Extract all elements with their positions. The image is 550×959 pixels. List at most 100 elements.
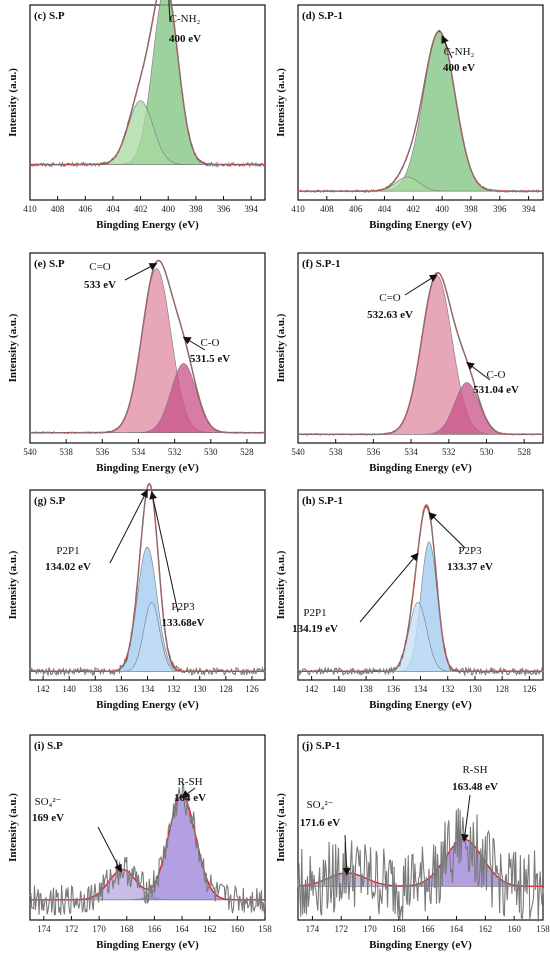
- peak-annotation-label: SO₄²⁻: [306, 799, 333, 811]
- xps-panel-7: 174 172 170 168 166 164 162 160 158 Bingding Ener…: [7, 734, 272, 951]
- x-axis-label: Bingding Energy (eV): [369, 219, 472, 231]
- y-axis-label: Intensity (a.u.): [275, 550, 287, 619]
- peak-annotation-label: R-SH: [462, 764, 487, 776]
- x-axis-label: Bingding Energy (eV): [369, 939, 472, 951]
- component-peak-2: [298, 601, 543, 672]
- x-tick-label: 140: [62, 684, 76, 694]
- x-tick-label: 166: [148, 924, 162, 934]
- x-tick-label: 408: [51, 204, 65, 214]
- x-tick-label: 540: [23, 447, 37, 457]
- x-tick-label: 406: [79, 204, 93, 214]
- x-tick-label: 126: [245, 684, 259, 694]
- x-tick-label: 536: [367, 447, 381, 457]
- x-tick-label: 396: [493, 204, 507, 214]
- peak-annotation-label: C-O: [201, 337, 220, 349]
- x-tick-label: 168: [392, 924, 406, 934]
- annotation-arrow: [149, 491, 179, 613]
- x-tick-label: 534: [404, 447, 418, 457]
- x-tick-label: 396: [217, 204, 231, 214]
- x-tick-label: 164: [175, 924, 189, 934]
- x-axis-label: Bingding Energy (eV): [96, 939, 199, 951]
- x-tick-label: 394: [244, 204, 258, 214]
- y-axis-label: Intensity (a.u.): [7, 313, 19, 382]
- y-axis-label: Intensity (a.u.): [7, 68, 19, 137]
- annotation-arrow: [404, 274, 438, 296]
- peak-annotation-label: C-NH₂: [444, 46, 475, 58]
- x-tick-label: 168: [120, 924, 134, 934]
- y-axis-label: Intensity (a.u.): [7, 793, 19, 862]
- x-tick-label: 172: [65, 924, 79, 934]
- annotation-arrow: [342, 834, 351, 876]
- peak-annotation-value: 164 eV: [174, 792, 206, 804]
- annotation-arrow: [428, 511, 466, 549]
- panel-label: (c) S.P: [34, 10, 65, 22]
- peak-annotation-value: 133.68eV: [161, 617, 204, 629]
- x-tick-label: 128: [219, 684, 233, 694]
- x-tick-label: 532: [442, 447, 456, 457]
- peak-annotation-label: P2P1: [56, 545, 79, 557]
- x-tick-label: 158: [258, 924, 272, 934]
- x-tick-label: 410: [23, 204, 37, 214]
- x-tick-label: 410: [291, 204, 305, 214]
- xps-panel-5: 142 140 138 136 134 132 130 128 126 Bingding Ener…: [7, 482, 266, 711]
- peak-annotation-label: C=O: [89, 261, 111, 273]
- xps-panel-6: 142 140 138 136 134 132 130 128 126 Bingding Ener…: [275, 489, 544, 711]
- peak-annotation-label: SO₄²⁻: [34, 796, 61, 808]
- peak-annotation-label: C-O: [487, 369, 506, 381]
- x-tick-label: 530: [204, 447, 218, 457]
- peak-annotation-value: 134.02 eV: [45, 561, 91, 573]
- plot-frame: [297, 4, 544, 201]
- annotation-arrow: [182, 336, 206, 351]
- peak-annotation-label: P2P1: [303, 607, 326, 619]
- component-peak-2: [30, 602, 265, 672]
- panel-label: (d) S.P-1: [302, 10, 343, 22]
- x-tick-label: 142: [36, 684, 50, 694]
- peak-annotation-value: 400 eV: [169, 33, 201, 45]
- x-tick-label: 536: [96, 447, 110, 457]
- x-axis-label: Bingding Energy (eV): [96, 462, 199, 474]
- component-peak-2: [30, 100, 265, 165]
- x-tick-label: 136: [115, 684, 129, 694]
- x-axis-label: Bingding Energy (eV): [369, 699, 472, 711]
- peak-annotation-value: 400 eV: [443, 62, 475, 74]
- raw-spectrum: [297, 807, 544, 922]
- xps-panel-3: 540 538 536 534 532 530 528 Bingding Energy (eV…: [7, 252, 266, 474]
- x-tick-label: 170: [92, 924, 106, 934]
- x-tick-label: 126: [523, 684, 537, 694]
- x-tick-label: 164: [450, 924, 464, 934]
- x-tick-label: 136: [387, 684, 401, 694]
- peak-annotation-label: P2P3: [171, 601, 195, 613]
- x-tick-label: 528: [240, 447, 254, 457]
- x-tick-label: 406: [349, 204, 363, 214]
- raw-spectrum: [297, 29, 544, 194]
- x-axis-label: Bingding Energy (eV): [96, 699, 199, 711]
- x-tick-label: 402: [407, 204, 421, 214]
- component-peak-1: [298, 31, 543, 192]
- xps-panel-1: 410 408 406 404 402 400 398 396 394 Bingding Ener…: [7, 0, 266, 231]
- x-tick-label: 538: [329, 447, 343, 457]
- x-tick-label: 162: [479, 924, 493, 934]
- x-tick-label: 132: [167, 684, 181, 694]
- y-axis-label: Intensity (a.u.): [275, 793, 287, 862]
- x-tick-label: 530: [480, 447, 494, 457]
- component-peak-1: [298, 275, 543, 435]
- x-tick-label: 400: [435, 204, 449, 214]
- x-tick-label: 174: [37, 924, 51, 934]
- annotation-arrow: [168, 0, 171, 23]
- peak-annotation-value: 533 eV: [84, 279, 116, 291]
- x-tick-label: 140: [332, 684, 346, 694]
- x-tick-label: 128: [495, 684, 509, 694]
- x-tick-label: 162: [203, 924, 217, 934]
- component-peak-2: [30, 795, 265, 901]
- x-tick-label: 134: [141, 684, 155, 694]
- annotation-arrow: [109, 489, 148, 564]
- x-tick-label: 172: [334, 924, 348, 934]
- panel-label: (e) S.P: [34, 258, 65, 270]
- x-tick-label: 408: [320, 204, 334, 214]
- annotation-arrow: [460, 794, 471, 843]
- raw-spectrum: [29, 259, 266, 435]
- x-tick-label: 132: [441, 684, 455, 694]
- x-axis-label: Bingding Energy (eV): [96, 219, 199, 231]
- x-tick-label: 174: [306, 924, 320, 934]
